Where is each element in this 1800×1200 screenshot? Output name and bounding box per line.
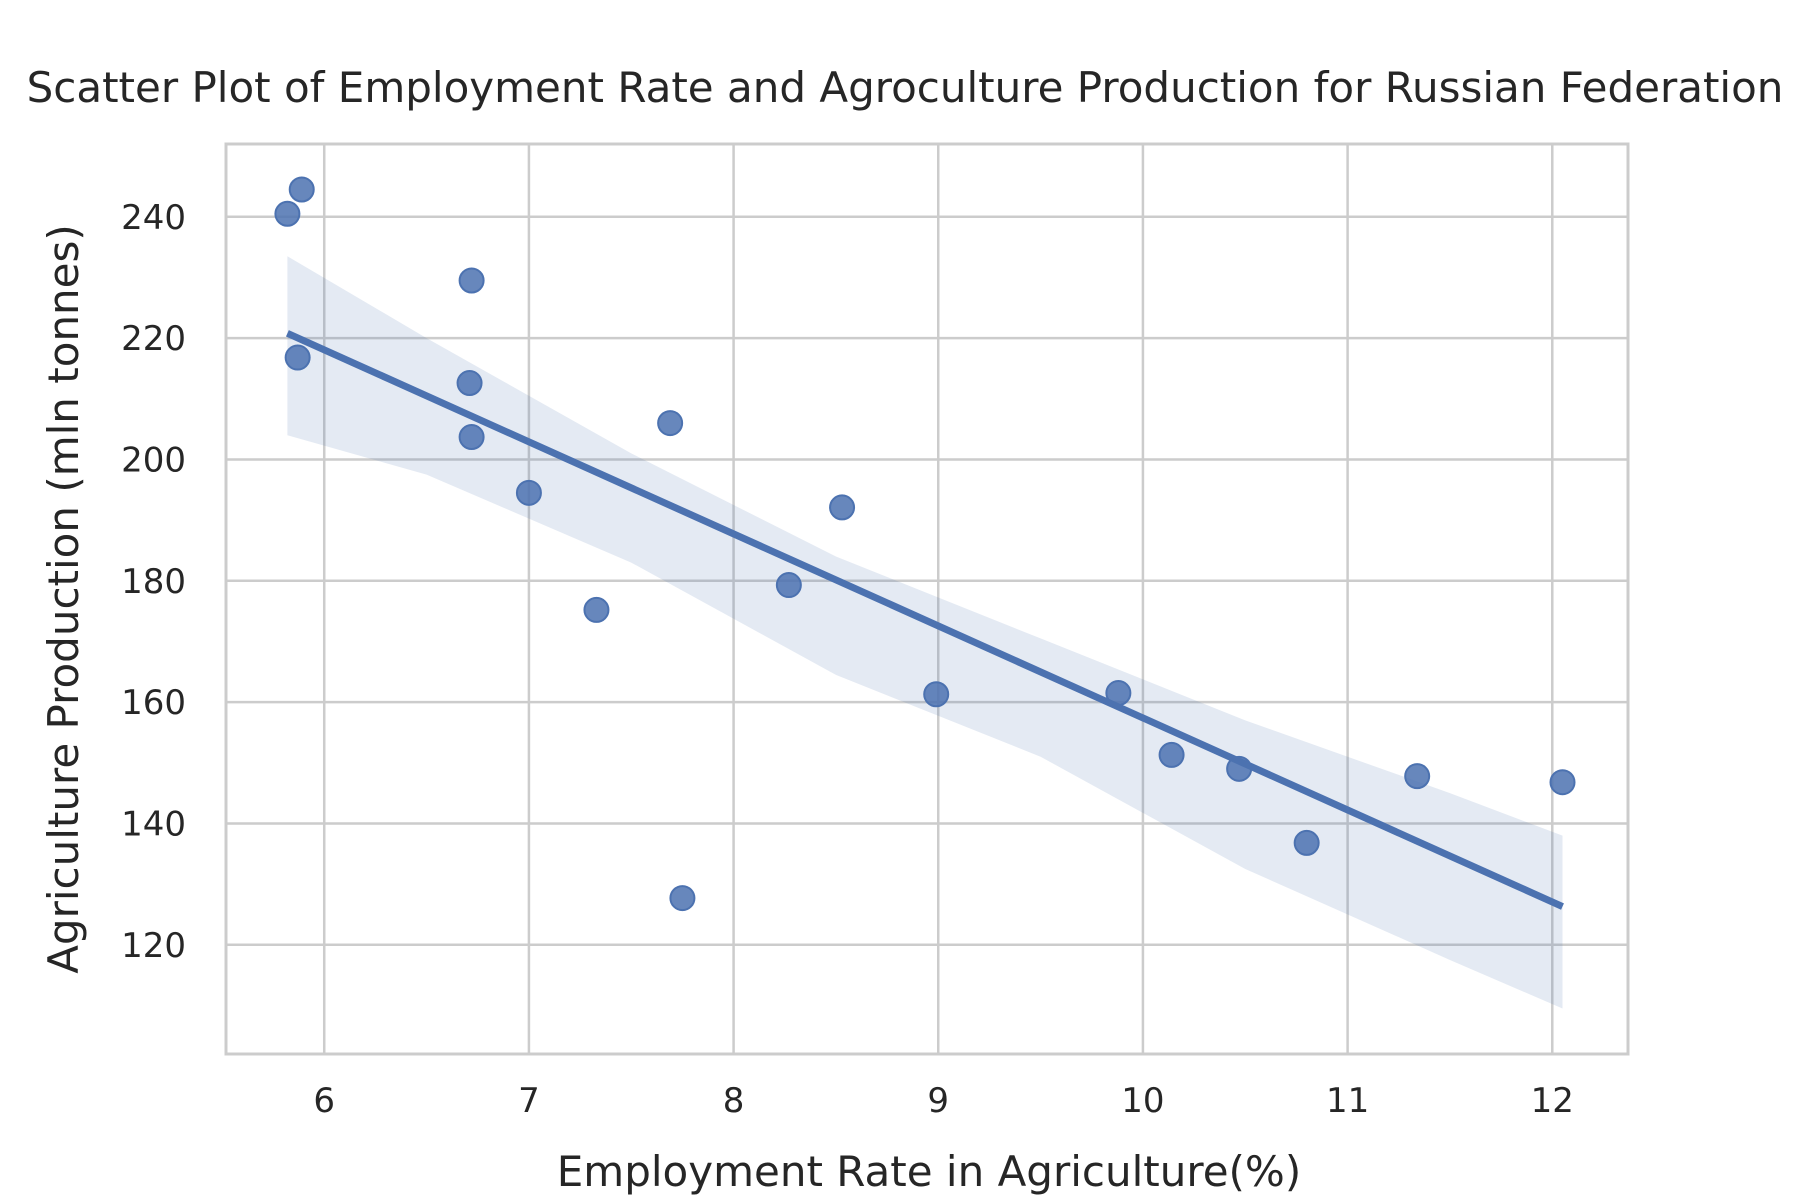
x-tick-labels: 6 7 8 9 10 11 12 bbox=[313, 1081, 1573, 1121]
y-tick-label: 200 bbox=[121, 440, 186, 480]
y-tick-labels: 120 140 160 180 200 220 240 bbox=[121, 198, 186, 966]
data-point bbox=[515, 479, 542, 506]
data-point bbox=[1226, 755, 1253, 782]
data-point bbox=[288, 176, 315, 203]
y-tick-label: 220 bbox=[121, 319, 186, 359]
x-tick-label: 9 bbox=[927, 1081, 949, 1121]
data-point bbox=[1293, 829, 1320, 856]
x-tick-label: 7 bbox=[518, 1081, 540, 1121]
x-tick-label: 11 bbox=[1326, 1081, 1369, 1121]
data-point bbox=[458, 424, 485, 451]
x-tick-label: 6 bbox=[313, 1081, 335, 1121]
data-point bbox=[274, 200, 301, 227]
data-points bbox=[274, 176, 1576, 912]
data-point bbox=[456, 370, 483, 397]
plot-frame bbox=[224, 142, 1630, 1056]
data-point bbox=[829, 494, 856, 521]
regression-line bbox=[285, 330, 1564, 910]
grid bbox=[226, 144, 1628, 1054]
x-tick-label: 8 bbox=[723, 1081, 745, 1121]
x-axis-label: Employment Rate in Agriculture(%) bbox=[557, 1147, 1301, 1196]
confidence-band-area bbox=[287, 256, 1563, 1009]
data-point bbox=[583, 596, 610, 623]
data-point bbox=[458, 267, 485, 294]
y-tick-label: 140 bbox=[121, 804, 186, 844]
data-point bbox=[775, 572, 802, 599]
y-tick-label: 160 bbox=[121, 683, 186, 723]
regression-line-group bbox=[285, 330, 1564, 910]
data-point bbox=[669, 885, 696, 912]
y-tick-label: 120 bbox=[121, 926, 186, 966]
y-axis-label: Agriculture Production (mln tonnes) bbox=[39, 224, 88, 974]
data-point bbox=[1404, 763, 1431, 790]
y-tick-label: 240 bbox=[121, 198, 186, 238]
data-point bbox=[1158, 741, 1185, 768]
data-point bbox=[284, 344, 311, 371]
x-tick-label: 12 bbox=[1531, 1081, 1574, 1121]
data-point bbox=[1105, 680, 1132, 707]
x-tick-label: 10 bbox=[1121, 1081, 1164, 1121]
data-point bbox=[923, 681, 950, 708]
y-tick-label: 180 bbox=[121, 562, 186, 602]
confidence-band bbox=[287, 256, 1563, 1009]
chart-title: Scatter Plot of Employment Rate and Agro… bbox=[27, 63, 1784, 112]
data-point bbox=[1549, 769, 1576, 796]
data-point bbox=[657, 410, 684, 437]
